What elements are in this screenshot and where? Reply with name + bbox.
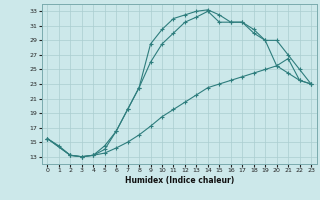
X-axis label: Humidex (Indice chaleur): Humidex (Indice chaleur) — [124, 176, 234, 185]
